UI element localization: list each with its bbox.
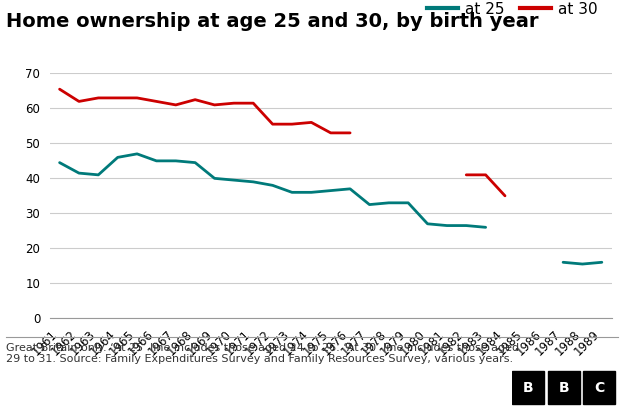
FancyBboxPatch shape — [512, 371, 544, 404]
Text: Home ownership at age 25 and 30, by birth year: Home ownership at age 25 and 30, by birt… — [6, 12, 539, 31]
Text: B: B — [558, 381, 569, 395]
FancyBboxPatch shape — [548, 371, 580, 404]
Legend: at 25, at 30: at 25, at 30 — [421, 0, 604, 22]
Text: C: C — [594, 381, 604, 395]
Text: B: B — [523, 381, 534, 395]
Text: Great Britain only. ‘At 25’ line includes those aged 24 to 26. ‘At 30’ line incl: Great Britain only. ‘At 25’ line include… — [6, 343, 519, 364]
FancyBboxPatch shape — [583, 371, 615, 404]
